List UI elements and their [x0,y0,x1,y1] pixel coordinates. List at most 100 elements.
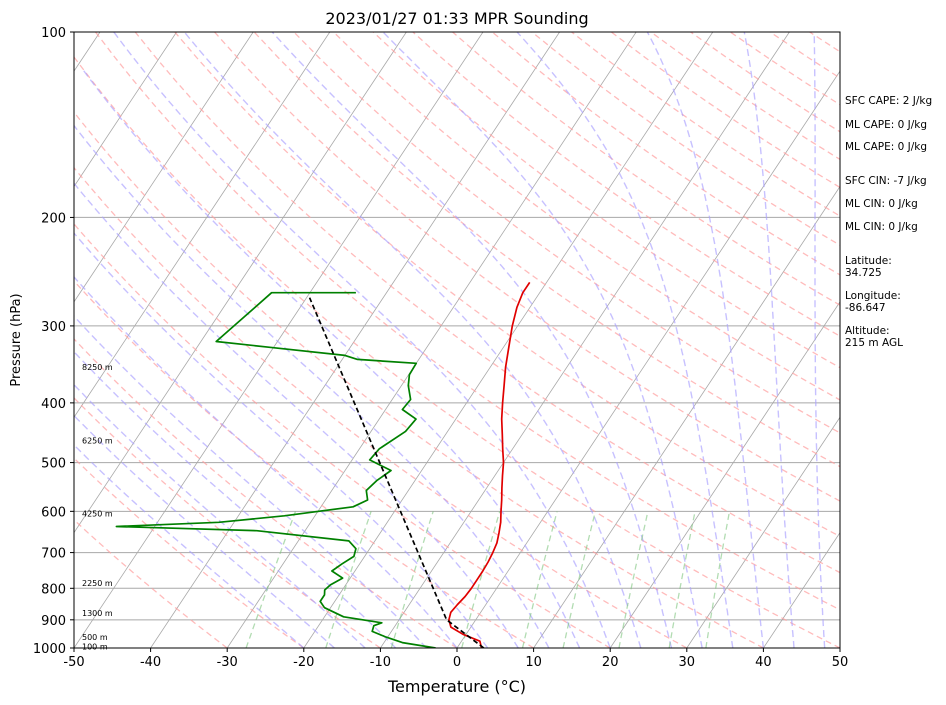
mixing-ratio-line [461,511,501,648]
x-tick-label: 50 [832,655,849,670]
x-tick-label: -40 [140,655,161,670]
isotherm-line [303,32,714,648]
isotherm-line [74,32,177,188]
height-label: 1300 m [82,609,113,618]
dry-adiabat [74,338,458,648]
dry-adiabat [452,32,840,306]
dry-adiabat [293,32,840,434]
height-label: 4250 m [82,510,113,519]
height-label: 8250 m [82,363,113,372]
mixing-ratio-line [562,511,597,648]
dewpoint-profile [115,291,436,648]
y-tick-label: 900 [41,614,66,629]
sfc-cin-text: SFC CIN: -7 J/kg [845,175,927,187]
height-label: 6250 m [82,436,113,445]
ml-cape-text-1: ML CAPE: 0 J/kg [845,119,928,131]
x-tick-label: 40 [755,655,772,670]
x-tick-label: 0 [453,655,461,670]
moist-adiabat [74,232,489,648]
dry-adiabat [174,32,840,538]
parcel-profile [308,297,485,648]
x-axis-label: Temperature (°C) [387,677,526,696]
mixing-ratio-line [668,511,696,648]
isotherm-line [456,70,840,648]
dry-adiabat [372,32,840,369]
x-tick-label: -20 [293,655,314,670]
moist-adiabat [743,32,795,648]
isotherm-line [74,32,254,303]
y-tick-label: 100 [41,26,66,41]
y-tick-label: 200 [41,211,66,226]
longitude-text: Longitude: -86.647 [845,290,901,314]
moist-adiabat [646,32,765,648]
mixing-ratio-line [390,511,434,648]
isotherm-line [150,32,560,648]
altitude-text: Altitude: 215 m AGL [845,325,903,349]
moist-adiabat [382,32,703,648]
isotherm-line [74,32,484,648]
isotherm-line [74,32,407,534]
y-tick-label: 500 [41,457,66,472]
isotherm-line [226,32,637,648]
dry-adiabat [134,32,840,574]
background-lines [74,32,840,648]
x-tick-label: 20 [602,655,619,670]
dry-adiabat [412,32,840,337]
dry-adiabat [74,222,611,648]
isotherm-line [74,32,331,418]
y-tick-label: 600 [41,505,66,520]
profiles [115,281,531,648]
sfc-cape-text: SFC CAPE: 2 J/kg [845,95,933,107]
dry-adiabat [214,32,840,502]
dry-adiabat [74,518,228,648]
x-tick-label: -10 [370,655,391,670]
moist-adiabat [113,32,611,648]
x-tick-label: 30 [679,655,696,670]
mixing-ratio-line [705,511,731,648]
temperature-profile [448,281,531,648]
y-tick-label: 1000 [33,642,66,657]
ml-cin-text-2: ML CIN: 0 J/kg [845,221,918,233]
isotherm-line [380,32,790,648]
dry-adiabat [74,111,764,648]
moist-adiabat [74,124,550,648]
y-ticks: 1000 900 800 700 600 500 400 300 200 100 [33,26,74,657]
isotherm-line [533,185,840,648]
dry-adiabat [94,32,840,611]
y-tick-label: 300 [41,320,66,335]
moist-adiabat [74,315,427,648]
dry-adiabat [74,457,305,648]
ml-cape-text-2: ML CAPE: 0 J/kg [845,141,928,153]
mixing-ratio-line [521,511,558,648]
moist-adiabat [74,275,458,648]
dry-adiabat [74,55,840,648]
y-tick-label: 700 [41,547,66,562]
y-tick-label: 800 [41,582,66,597]
moist-adiabat [74,182,519,648]
isotherm-line [686,416,840,648]
x-tick-label: -50 [63,655,84,670]
height-label: 2250 m [82,579,113,588]
height-label: 500 m [82,633,108,642]
latitude-text: Latitude: 34.725 [845,255,892,279]
dry-adiabat [74,279,534,648]
dry-adiabat [253,32,840,468]
moist-adiabat [74,350,397,648]
dry-adiabat [74,397,381,648]
moist-adiabat [74,383,366,648]
x-tick-label: -30 [217,655,238,670]
chart-title: 2023/01/27 01:33 MPR Sounding [325,9,588,28]
plot-frame [73,31,841,649]
mixing-ratio-line [245,511,297,648]
y-axis-label: Pressure (hPa) [9,293,24,386]
moist-adiabat [82,68,581,648]
x-tick-label: 10 [525,655,542,670]
moist-adiabat [271,32,673,648]
height-label: 100 m [82,643,108,652]
isotherm-line [763,531,840,648]
moist-adiabat [813,32,826,648]
mixing-ratio-line [325,511,372,648]
x-ticks: -50 -40 -30 -20 -10 0 10 20 30 40 50 [63,648,848,670]
